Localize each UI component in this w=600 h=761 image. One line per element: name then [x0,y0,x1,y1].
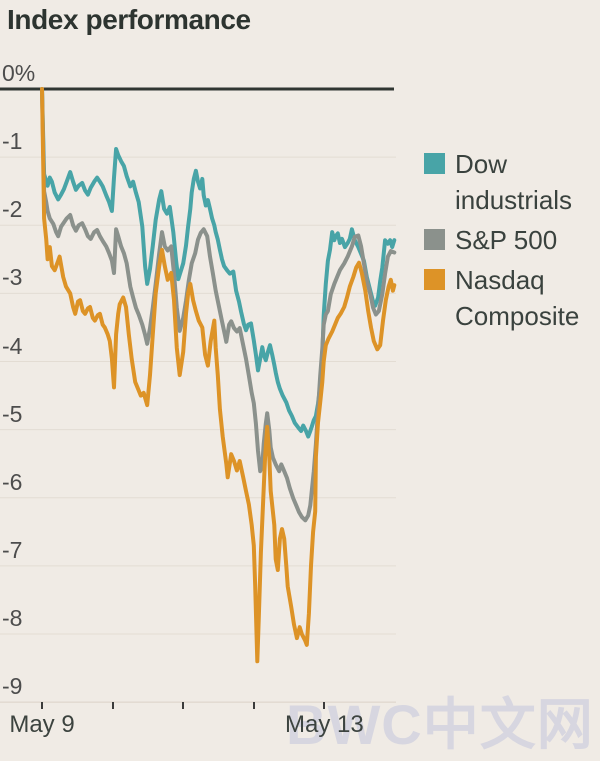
watermark: BWC中文网 [286,693,594,756]
x-axis-tick [111,702,114,710]
x-axis-tick [252,702,255,710]
legend-swatch-icon [424,269,445,290]
legend-label: S&P 500 [455,225,558,255]
legend: Dow industrials S&P 500 Nasdaq Composite [424,146,596,338]
y-axis-label: -5 [2,400,23,427]
y-axis-label: 0% [2,60,36,86]
y-axis-label: -7 [2,536,23,563]
x-axis-label: May 13 [285,711,364,738]
x-axis-tick [41,702,43,710]
chart-title: Index performance [7,4,251,35]
x-axis-tick [182,702,185,710]
y-axis-label: -3 [2,264,23,291]
x-axis-tick [323,702,326,710]
y-axis-label: -8 [2,605,23,632]
series-line-nasdaq-composite [40,87,397,664]
y-axis-label: -9 [2,673,23,700]
legend-label: Dow industrials [455,149,573,215]
series-line-s-p-500 [40,87,397,523]
legend-item: Dow industrials [424,146,596,218]
legend-label: Nasdaq Composite [455,265,580,331]
legend-swatch-icon [424,229,445,250]
series-line-dow-industrials [40,87,397,439]
y-axis-label: -6 [2,468,23,495]
y-axis-label: -2 [2,196,23,223]
x-axis-label: May 9 [9,711,75,738]
y-axis-label: -1 [2,128,23,155]
legend-item: Nasdaq Composite [424,262,596,334]
legend-swatch-icon [424,153,445,174]
legend-item: S&P 500 [424,222,596,258]
y-axis-label: -4 [2,332,23,359]
